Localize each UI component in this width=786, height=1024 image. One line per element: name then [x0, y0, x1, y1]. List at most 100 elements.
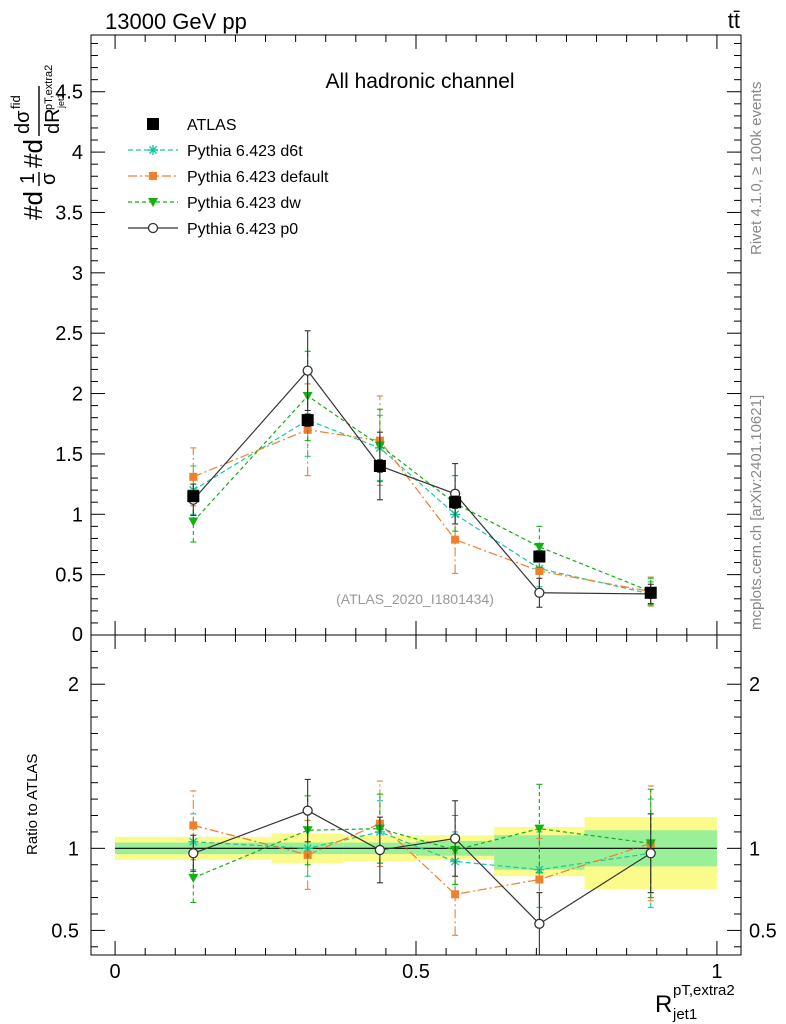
main-ytick-label: 3.5: [55, 202, 83, 224]
main-ytick-label: 1.5: [55, 444, 83, 466]
main-series-atlas: [187, 413, 657, 599]
collision-energy-title: 13000 GeV pp: [105, 9, 247, 34]
main-ytick-label: 4: [72, 142, 83, 164]
main-line-default: [193, 429, 651, 593]
ratio-panel: 0.5 0.5 1 1 2 2 0 0.5 1 Ratio to ATLAS R pT,ext…: [24, 634, 777, 1023]
legend-marker-default: [149, 172, 157, 180]
legend-entry-p0: Pythia 6.423 p0: [128, 221, 298, 238]
main-ytick-label: 2.5: [55, 323, 83, 345]
ratio-ytick-label-right: 0.5: [749, 920, 777, 942]
svg-text:pT,extra2: pT,extra2: [673, 982, 735, 999]
main-panel-title: All hadronic channel: [325, 70, 514, 93]
main-point-atlas: [449, 496, 462, 509]
main-line-p0: [192, 369, 651, 595]
ratio-ytick-label: 0.5: [51, 920, 79, 942]
legend-entry-default: Pythia 6.423 default: [128, 169, 329, 186]
ratio-panel-frame: [90, 634, 742, 956]
ratio-xtick-label: 1: [711, 961, 722, 983]
svg-text:jet1: jet1: [672, 1006, 697, 1023]
svg-text:jet1: jet1: [56, 93, 66, 109]
main-panel: 0.5 1 1.5 2 2.5 3 3.5 4 4.5 0 All hadronic channe…: [8, 34, 742, 646]
main-series-default: [189, 383, 655, 607]
main-point-default: [451, 535, 460, 544]
main-ytick-label: 2: [72, 384, 83, 406]
ratio-errorbar-dw: [647, 788, 654, 899]
ratio-line-p0: [193, 809, 652, 925]
main-point-default: [189, 472, 198, 481]
svg-text:R: R: [655, 991, 672, 1018]
main-ytick-label-zero: 0: [72, 624, 83, 646]
main-point-p0: [534, 587, 545, 598]
legend-label-atlas: ATLAS: [187, 117, 237, 134]
main-errorbar-dw: [647, 577, 654, 606]
main-point-atlas: [533, 550, 546, 563]
main-ytick-label: 0.5: [55, 565, 83, 587]
ratio-point-p0: [302, 805, 313, 816]
svg-text:dR: dR: [42, 108, 64, 134]
legend-marker-d6t: [148, 145, 158, 155]
ratio-point-p0: [374, 844, 386, 856]
main-y-axis-title: #d 1 σ #d dσ fid dR pT,extra2 jet1: [8, 65, 66, 220]
ratio-point-p0: [534, 918, 545, 929]
ratio-point-default: [451, 890, 460, 899]
main-series-d6t: [188, 383, 656, 607]
main-point-dw: [534, 542, 545, 552]
legend-entry-atlas: ATLAS: [147, 117, 237, 134]
legend-label-default: Pythia 6.423 default: [187, 169, 329, 186]
ratio-point-p0: [645, 848, 656, 859]
process-label: tt̄: [728, 8, 740, 33]
ratio-line-dw: [193, 828, 651, 879]
ratio-point-dw: [534, 824, 545, 834]
x-axis-title: R pT,extra2 jet1: [655, 982, 735, 1023]
ratio-ytick-label: 1: [68, 838, 79, 860]
ratio-line-d6t: [193, 831, 651, 871]
svg-text:#d: #d: [18, 139, 48, 168]
legend-marker-dw: [148, 198, 158, 207]
legend-entry-dw: Pythia 6.423 dw: [128, 195, 301, 212]
main-ytick-label: 3: [72, 263, 83, 285]
ratio-ytick-label: 2: [68, 674, 79, 696]
svg-text:dσ: dσ: [12, 110, 34, 134]
main-series-dw: [188, 350, 656, 606]
ratio-xtick-label: 0.5: [402, 961, 430, 983]
ratio-point-default: [189, 821, 198, 830]
ratio-point-p0: [188, 848, 199, 859]
main-errorbar-dw: [536, 525, 543, 568]
mcplots-source-label: mcplots.cern.ch [arXiv:2401.10621]: [748, 395, 765, 630]
main-ytick-label: 4.5: [55, 82, 83, 104]
main-point-atlas: [301, 414, 314, 427]
ratio-ytick-label-right: 2: [749, 674, 760, 696]
ratio-y-axis-title: Ratio to ATLAS: [24, 754, 41, 855]
legend-label-dw: Pythia 6.423 dw: [187, 195, 301, 212]
legend-label-d6t: Pythia 6.423 d6t: [187, 143, 303, 160]
rivet-version-label: Rivet 4.1.0, ≥ 100k events: [748, 82, 765, 255]
ratio-series-p0: [188, 778, 656, 955]
svg-text:σ: σ: [38, 172, 60, 185]
legend-marker-atlas: [147, 118, 159, 130]
ratio-line-default: [193, 823, 651, 895]
main-line-dw: [192, 395, 651, 593]
ratio-xtick-label: 0: [110, 961, 121, 983]
ratio-point-default: [535, 875, 544, 884]
legend-marker-p0: [147, 222, 159, 234]
ratio-point-p0: [449, 833, 461, 844]
main-point-atlas: [644, 586, 657, 599]
main-point-atlas: [187, 490, 200, 503]
legend: ATLAS Pythia 6.423 d6t Pythia 6.423 defaul…: [128, 117, 329, 238]
main-series-p0: [188, 330, 656, 608]
svg-text:#d: #d: [18, 191, 48, 220]
svg-text:1: 1: [17, 173, 39, 184]
legend-entry-d6t: Pythia 6.423 d6t: [128, 143, 303, 160]
analysis-id-label: (ATLAS_2020_I1801434): [336, 591, 494, 607]
ratio-ytick-label-right: 1: [749, 838, 760, 860]
main-ytick-label: 1: [72, 504, 83, 526]
svg-text:pT,extra2: pT,extra2: [43, 65, 55, 110]
legend-label-p0: Pythia 6.423 p0: [187, 221, 298, 238]
svg-text:fid: fid: [8, 95, 23, 109]
main-point-dw: [188, 517, 199, 527]
main-point-atlas: [373, 459, 386, 472]
main-point-p0: [302, 365, 313, 376]
ratio-point-dw: [188, 873, 199, 883]
main-point-default: [535, 567, 544, 576]
